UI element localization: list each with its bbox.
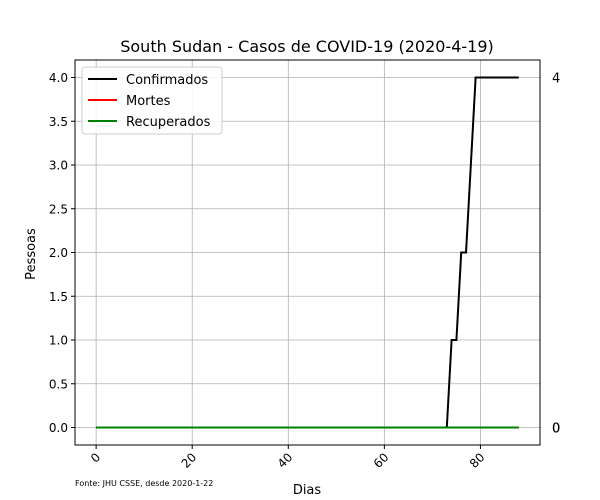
source-note: Fonte: JHU CSSE, desde 2020-1-22 [75, 479, 214, 488]
x-tick-label: 60 [371, 450, 392, 471]
legend-entry-label: Recuperados [126, 115, 211, 130]
y-tick-label: 1.0 [49, 334, 68, 348]
chart-title: South Sudan - Casos de COVID-19 (2020-4-… [120, 37, 494, 56]
right-annotation-label: 0 [552, 422, 560, 437]
y-tick-label: 0.0 [49, 421, 68, 435]
x-tick-label: 0 [88, 450, 103, 465]
y-tick-label: 1.5 [49, 290, 68, 304]
legend: Confirmados Mortes Recuperados [81, 66, 223, 135]
y-axis-ticks: 0.0 0.5 1.0 1.5 2.0 2.5 3.0 3.5 4.0 [49, 71, 75, 435]
y-tick-label: 3.0 [49, 159, 68, 173]
y-tick-label: 3.5 [49, 115, 68, 129]
y-tick-label: 0.5 [49, 377, 68, 391]
x-axis-ticks: 0 20 40 60 80 [88, 445, 488, 471]
y-tick-label: 4.0 [49, 71, 68, 85]
legend-box [81, 66, 223, 135]
right-annotation-label: 4 [552, 72, 560, 87]
x-tick-label: 20 [179, 450, 200, 471]
series-line-confirmados [96, 76, 519, 429]
y-tick-label: 2.5 [49, 202, 68, 216]
series-lines [96, 76, 519, 429]
legend-entry-label: Mortes [126, 94, 171, 109]
y-axis-label: Pessoas [24, 228, 39, 280]
right-annotations: 400 [552, 72, 560, 437]
x-tick-label: 80 [467, 450, 488, 471]
y-tick-label: 2.0 [49, 246, 68, 260]
x-tick-label: 40 [275, 450, 296, 471]
right-annotation-label: 0 [552, 422, 560, 437]
x-axis-label: Dias [293, 483, 322, 498]
legend-entry-label: Confirmados [126, 73, 208, 88]
